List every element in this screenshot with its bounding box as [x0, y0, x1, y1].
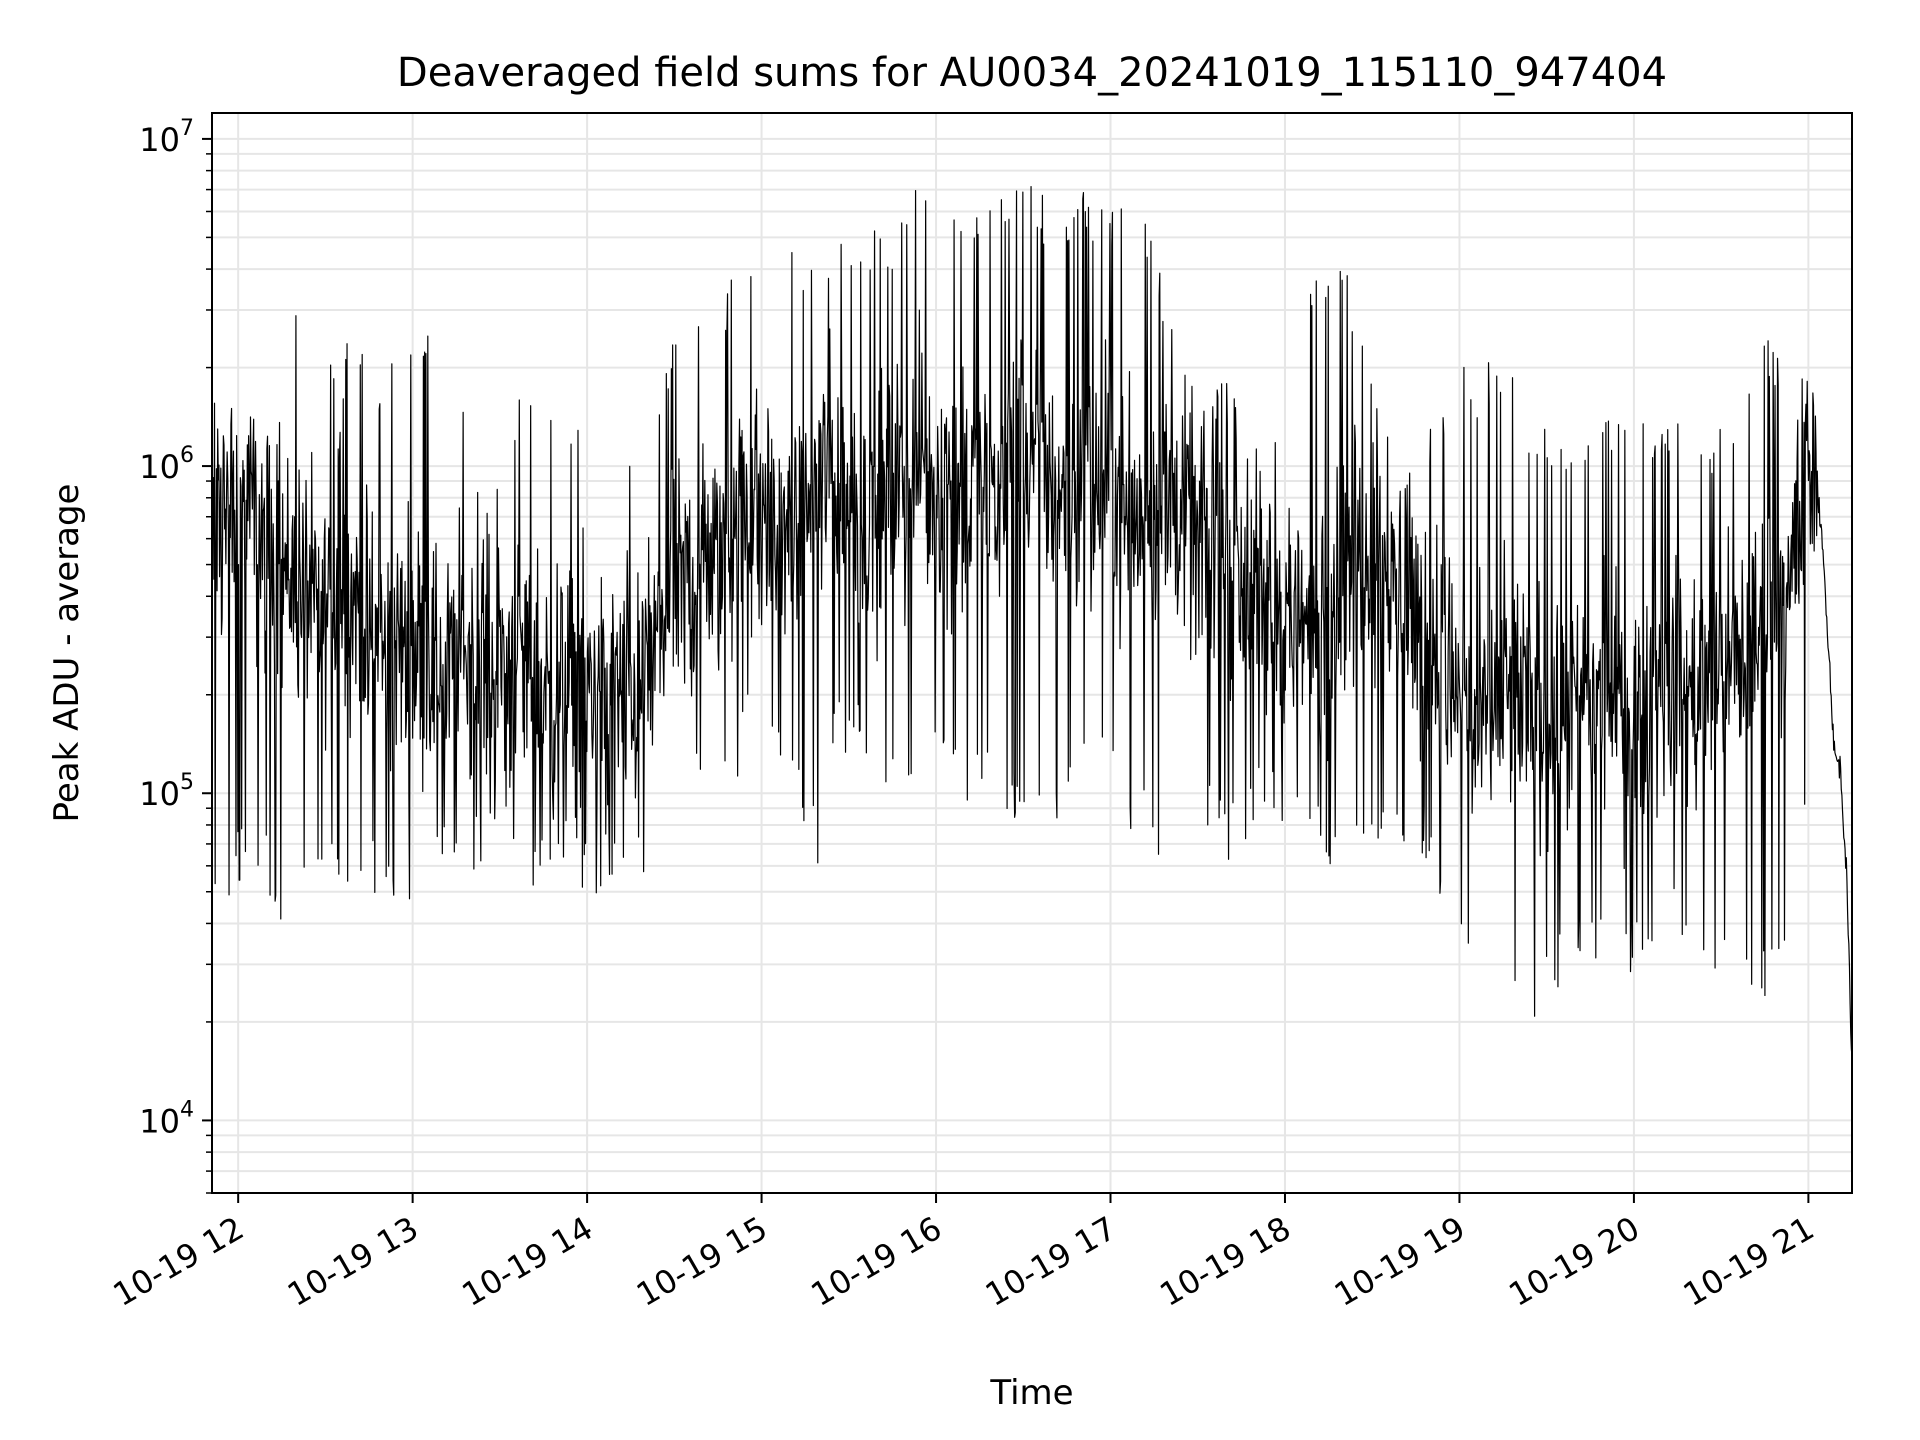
y-tick-exponent: 4: [180, 1097, 194, 1122]
y-tick-base: 10: [139, 1102, 180, 1140]
y-tick-exponent: 7: [180, 116, 194, 141]
y-tick-label: 106: [139, 443, 194, 486]
y-tick-label: 104: [139, 1097, 194, 1140]
y-tick-base: 10: [139, 775, 180, 813]
y-tick-exponent: 6: [180, 443, 194, 468]
y-tick-exponent: 5: [180, 770, 194, 795]
y-tick-label: 105: [139, 770, 194, 813]
y-tick-label: 107: [139, 116, 194, 159]
series-group: [211, 185, 1853, 1057]
y-tick-base: 10: [139, 448, 180, 486]
y-axis-label: Peak ADU - average: [47, 484, 87, 823]
axes-frame: [211, 112, 1853, 1194]
chart-title: Deaveraged field sums for AU0034_2024101…: [397, 50, 1667, 96]
series-line: [211, 185, 1853, 1057]
x-axis-label: Time: [989, 1373, 1073, 1413]
y-tick-base: 10: [139, 121, 180, 159]
